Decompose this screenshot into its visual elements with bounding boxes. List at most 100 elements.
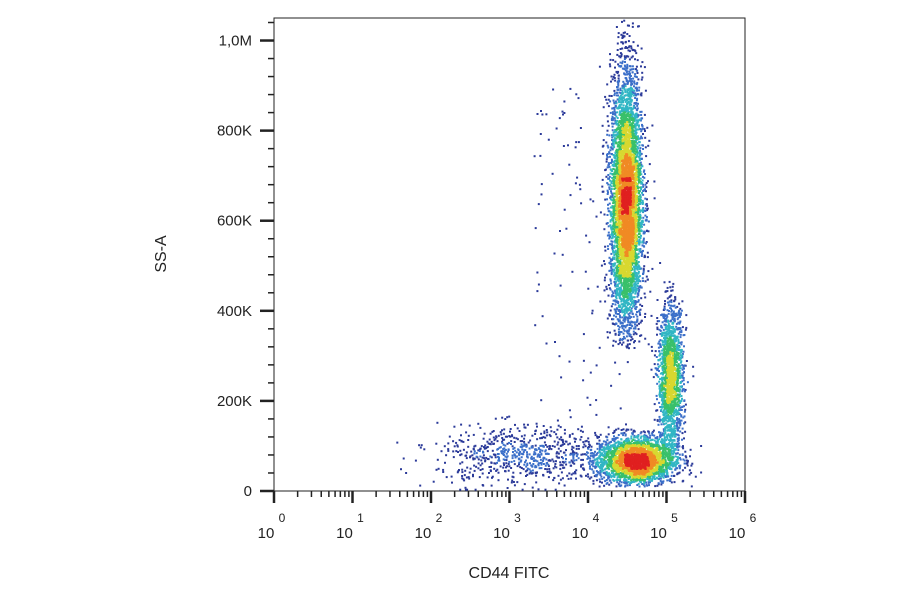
event-dot (576, 453, 579, 456)
event-dot (560, 436, 563, 439)
event-dot (618, 121, 621, 124)
event-dot (627, 80, 630, 83)
event-dot (645, 438, 647, 441)
event-dot (604, 480, 607, 483)
event-dot (678, 302, 681, 305)
event-dot (519, 450, 522, 453)
event-dot (587, 287, 590, 290)
event-dot (635, 114, 638, 117)
event-dot (630, 428, 633, 431)
event-dot (447, 442, 450, 445)
event-dot (598, 472, 601, 475)
event-dot (593, 454, 596, 457)
event-dot (586, 457, 589, 460)
event-dot (570, 448, 573, 451)
event-dot (622, 34, 625, 37)
event-dot (615, 269, 618, 272)
event-dot (609, 155, 611, 158)
event-dot (672, 450, 675, 452)
event-dot (608, 456, 610, 459)
event-dot (554, 341, 556, 343)
event-dot (629, 116, 631, 119)
event-dot (635, 69, 638, 72)
event-dot (616, 445, 619, 447)
event-dot (499, 465, 502, 468)
event-dot (681, 438, 683, 441)
event-dot (489, 443, 492, 446)
event-dot (462, 440, 465, 443)
event-dot (638, 118, 641, 121)
event-dot (637, 165, 640, 168)
event-dot (475, 465, 478, 468)
event-dot (642, 216, 645, 219)
event-dot (677, 363, 680, 366)
event-dot (676, 396, 679, 399)
event-dot (668, 459, 671, 461)
event-dot (603, 476, 606, 479)
event-dot (609, 243, 612, 246)
event-dot (518, 454, 521, 457)
event-dot (664, 447, 667, 450)
event-dot (675, 424, 678, 427)
event-dot (599, 470, 602, 473)
event-dot (600, 448, 603, 451)
event-dot (660, 474, 663, 477)
event-dot (540, 463, 543, 466)
event-dot (656, 439, 659, 442)
event-dot (636, 124, 639, 127)
event-dot (627, 330, 630, 333)
event-dot (647, 144, 650, 147)
event-dot (636, 167, 639, 170)
event-dot (638, 236, 640, 238)
event-dot (643, 431, 646, 434)
event-dot (520, 452, 523, 455)
event-dot (506, 435, 509, 438)
event-dot (645, 434, 648, 437)
event-dot (620, 33, 623, 36)
event-dot (492, 436, 495, 439)
event-dot (462, 478, 465, 481)
event-dot (664, 346, 667, 349)
event-dot (630, 324, 633, 327)
event-dot (672, 338, 675, 341)
event-dot (638, 144, 641, 147)
event-dot (637, 278, 640, 281)
event-dot (626, 284, 628, 287)
event-dot (664, 426, 667, 429)
event-dot (673, 406, 675, 409)
event-dot (556, 436, 559, 439)
event-dot (666, 415, 669, 418)
event-dot (638, 225, 641, 228)
event-dot (676, 427, 679, 430)
event-dot (632, 330, 635, 333)
event-dot (628, 50, 631, 53)
event-dot (497, 455, 499, 458)
event-dot (559, 426, 562, 429)
event-dot (613, 172, 616, 175)
event-dot (639, 128, 642, 130)
event-dot (580, 465, 582, 468)
event-dot (674, 340, 677, 343)
event-dot (535, 466, 538, 469)
event-dot (661, 475, 664, 478)
event-dot (677, 412, 680, 415)
event-dot (652, 376, 655, 379)
event-dot (529, 439, 532, 442)
event-dot (620, 307, 623, 310)
event-dot (607, 477, 610, 480)
event-dot (643, 128, 646, 131)
event-dot (676, 401, 679, 404)
event-dot (668, 300, 671, 303)
event-dot (595, 364, 598, 367)
event-dot (500, 450, 503, 453)
event-dot (629, 96, 632, 99)
event-dot (621, 309, 624, 312)
event-dot (634, 58, 636, 61)
event-dot (545, 429, 548, 431)
event-dot (611, 118, 614, 121)
event-dot (604, 276, 606, 279)
event-dot (637, 208, 640, 211)
event-dot (623, 68, 626, 71)
event-dot (540, 110, 542, 112)
event-dot (559, 461, 562, 464)
